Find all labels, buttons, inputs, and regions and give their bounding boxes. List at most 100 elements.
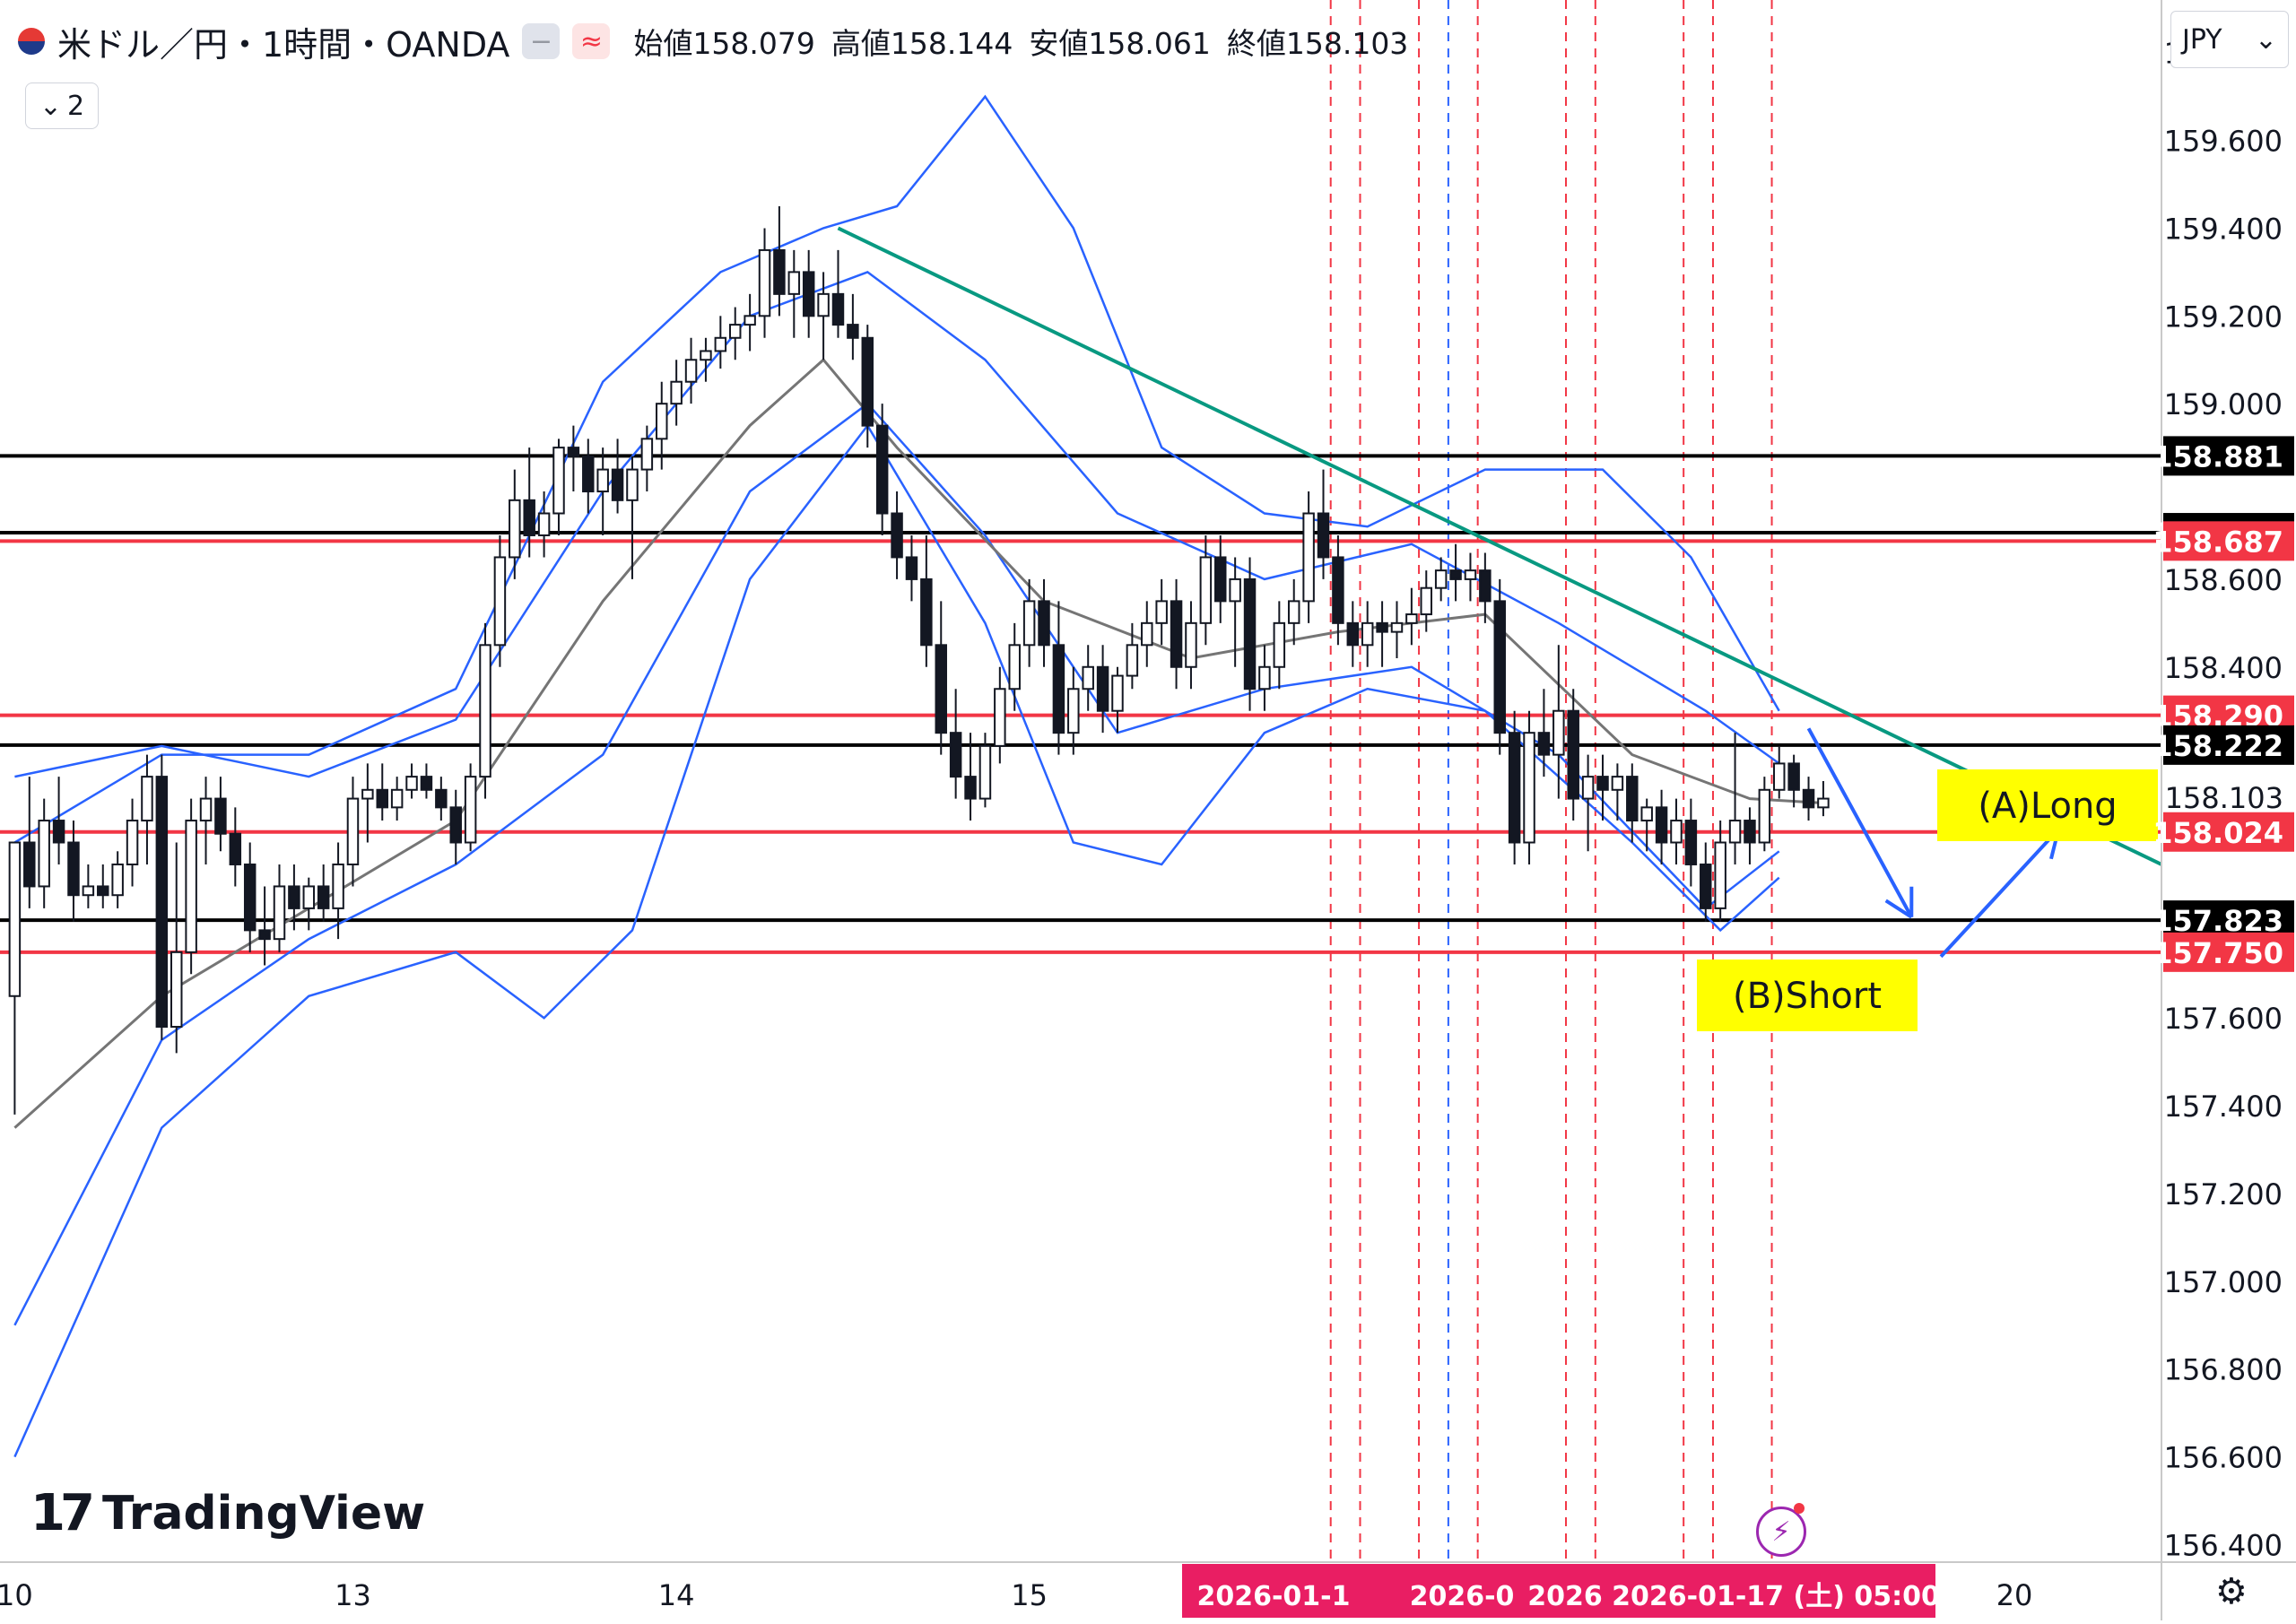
candle-body xyxy=(1098,667,1108,711)
candle-body xyxy=(1568,711,1578,799)
candle-body xyxy=(259,930,269,939)
candle-body xyxy=(657,404,666,439)
candle-body xyxy=(583,456,593,491)
candle-body xyxy=(509,500,519,558)
candle-body xyxy=(127,821,137,864)
candle-body xyxy=(597,470,607,491)
price-tick-label: 157.200 xyxy=(2164,1177,2283,1211)
candle-body xyxy=(1422,588,1431,614)
candle-body xyxy=(83,886,93,895)
candle-body xyxy=(1201,557,1211,622)
candle-body xyxy=(1039,601,1048,645)
long-arrow xyxy=(1941,829,2058,957)
price-tick-label: 157.000 xyxy=(2164,1265,2283,1299)
candle-body xyxy=(1348,623,1358,645)
minus-icon[interactable]: − xyxy=(522,23,560,59)
level-price-label: 158.687 xyxy=(2152,525,2283,559)
candle-body xyxy=(422,777,431,790)
candle-body xyxy=(1715,843,1725,908)
candle-body xyxy=(744,316,754,325)
candle-body xyxy=(760,250,770,316)
candle-body xyxy=(1377,623,1387,632)
candle-body xyxy=(1333,557,1343,622)
price-tick-label: 157.600 xyxy=(2164,1002,2283,1036)
level-price-label: 157.750 xyxy=(2152,936,2283,970)
candle-body xyxy=(1303,514,1313,602)
currency-label: JPY xyxy=(2182,24,2222,56)
candle-body xyxy=(1024,601,1034,645)
candle-body xyxy=(1686,821,1696,864)
candle-body xyxy=(877,426,887,514)
usd-jpy-flag-icon xyxy=(18,28,45,55)
candle-body xyxy=(215,799,225,834)
candle-body xyxy=(1657,807,1666,842)
lightning-icon[interactable]: ⚡ xyxy=(1756,1507,1806,1557)
price-tick-label: 159.200 xyxy=(2164,300,2283,334)
symbol-title[interactable]: 米ドル／円・1時間・OANDA xyxy=(57,17,509,66)
candle-body xyxy=(627,470,637,500)
ohlc-label: 安値 xyxy=(1029,26,1088,61)
symbol-header: 米ドル／円・1時間・OANDA − ≈ 始値158.079 高値158.144 … xyxy=(18,14,1408,68)
candle-body xyxy=(1436,570,1446,588)
candle-body xyxy=(1274,623,1284,667)
price-tick-label: 156.400 xyxy=(2164,1528,2283,1562)
candle-body xyxy=(68,843,78,896)
candle-body xyxy=(700,351,710,360)
candle-body xyxy=(818,294,828,316)
indicators-toggle-button[interactable]: ⌄ 2 xyxy=(25,83,99,129)
notification-dot xyxy=(1794,1503,1805,1514)
currency-select[interactable]: JPY ⌄ xyxy=(2170,11,2289,68)
ohlc-label: 始値 xyxy=(633,26,692,61)
candle-body xyxy=(230,834,240,864)
short-arrow xyxy=(1809,728,1912,916)
ohlc-value: 158.144 xyxy=(891,26,1013,61)
candle-body xyxy=(1318,514,1328,558)
candle-body xyxy=(613,470,622,500)
approx-icon[interactable]: ≈ xyxy=(572,23,610,59)
chevron-down-icon: ⌄ xyxy=(39,91,62,122)
candle-body xyxy=(804,272,813,316)
candle-body xyxy=(1613,777,1622,790)
candle-body xyxy=(848,325,857,338)
candle-body xyxy=(1641,807,1651,821)
candle-body xyxy=(436,790,446,808)
downtrend-line xyxy=(838,228,2161,864)
candle-body xyxy=(1730,821,1740,842)
candle-body xyxy=(1112,676,1122,711)
candle-body xyxy=(686,360,696,381)
candle-body xyxy=(274,886,284,939)
candle-body xyxy=(1289,601,1299,622)
price-tick-label: 159.600 xyxy=(2164,125,2283,159)
candle-body xyxy=(1480,570,1490,601)
candle-body xyxy=(1083,667,1092,689)
gear-icon[interactable]: ⚙ xyxy=(2215,1571,2248,1612)
candle-body xyxy=(142,777,152,821)
candle-body xyxy=(495,557,505,645)
candle-body xyxy=(730,325,740,338)
candle-body xyxy=(891,514,901,558)
candle-body xyxy=(1788,763,1798,789)
chevron-down-icon: ⌄ xyxy=(2255,24,2277,56)
candle-body xyxy=(1760,790,1770,843)
candle-body xyxy=(98,886,108,895)
ohlc-value: 158.103 xyxy=(1286,26,1408,61)
candle-body xyxy=(1671,821,1681,842)
candle-body xyxy=(362,790,372,799)
level-price-label: 158.024 xyxy=(2152,816,2283,850)
candle-body xyxy=(245,864,255,930)
candle-body xyxy=(1700,864,1710,908)
tradingview-logo: 17 TradingView xyxy=(30,1484,425,1542)
candle-body xyxy=(1406,614,1416,623)
candle-body xyxy=(1450,570,1460,579)
candle-body xyxy=(10,843,20,996)
candle-body xyxy=(789,272,799,293)
ohlc-label: 高値 xyxy=(831,26,891,61)
candle-body xyxy=(539,514,549,535)
candle-body xyxy=(1054,645,1064,733)
candle-body xyxy=(333,864,343,908)
candle-body xyxy=(1362,623,1372,645)
candle-body xyxy=(1230,579,1239,601)
time-tick-label: 13 xyxy=(335,1578,371,1612)
